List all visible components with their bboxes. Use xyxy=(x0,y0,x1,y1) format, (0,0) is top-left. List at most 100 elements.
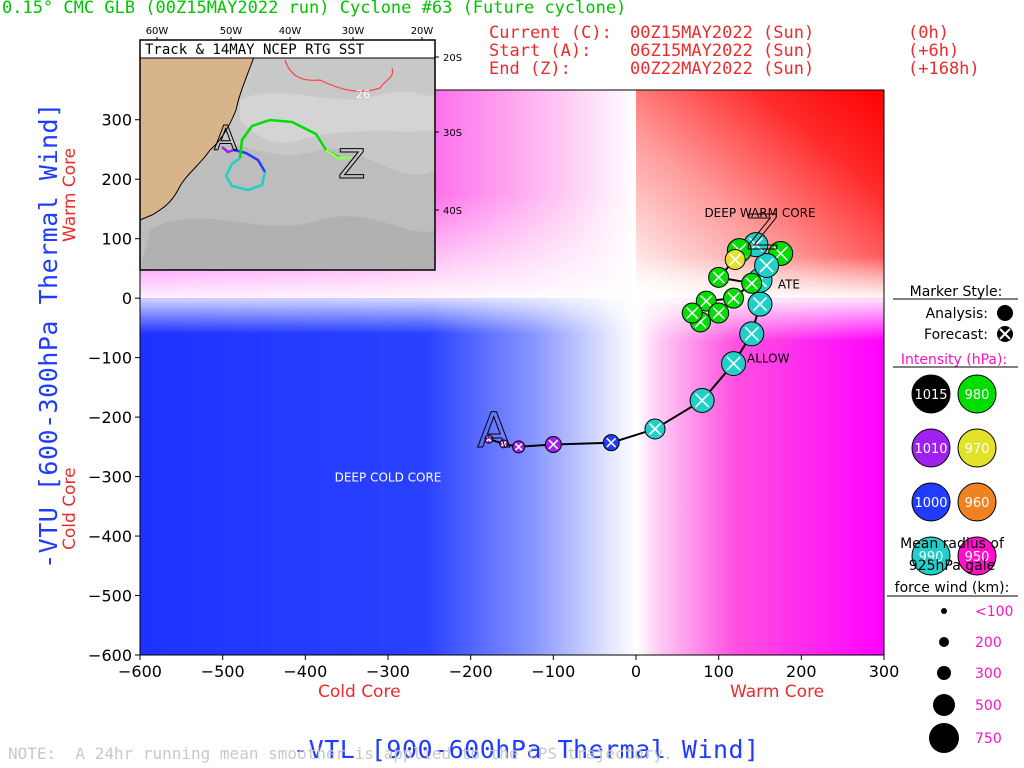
legend-intensity-swatch xyxy=(957,482,997,522)
legend-radius-dot xyxy=(937,666,951,680)
track-point xyxy=(747,291,773,317)
start-label: Start (A): xyxy=(489,41,592,61)
inset-lat-label: 20S xyxy=(443,53,462,64)
track-point xyxy=(681,302,703,324)
inset-track-segment xyxy=(221,146,235,154)
legend-radius-dot xyxy=(941,608,947,614)
legend-radius-title-1: Mean radius of xyxy=(900,536,1005,552)
legend: Marker Style: Analysis: Forecast: Intensity… xyxy=(887,284,1018,753)
footer-note: NOTE: A 24hr running mean smoother is ap… xyxy=(8,744,673,763)
inset-lon-label: 40W xyxy=(279,26,302,37)
legend-intensity-value: 960 xyxy=(965,496,990,511)
forecast-cross xyxy=(648,422,662,436)
forecast-cross xyxy=(694,393,710,408)
x-tick-label: 0 xyxy=(631,662,641,681)
legend-radius-value: 200 xyxy=(975,635,1002,651)
legend-radius-title-2: 925hPa gale xyxy=(909,558,995,574)
forecast-cross xyxy=(759,258,774,273)
legend-forecast-label: Forecast: xyxy=(924,327,988,343)
axes: −600 −500 −400 −300 −200 −100 0 100 200 300 300 200… xyxy=(88,111,899,681)
legend-intensity-value: 1015 xyxy=(914,388,947,403)
inset-title: Track & 14MAY NCEP RTG SST xyxy=(145,42,365,58)
legend-intensity-swatch xyxy=(957,374,997,414)
legend-intensity-swatch xyxy=(911,482,951,522)
quadrant-labels: DEEP WARM CORE DEEP COLD CORE ALLOW ATE xyxy=(335,206,816,485)
page-title: 0.15° CMC GLB (00Z15MAY2022 run) Cyclone… xyxy=(2,0,627,18)
inset-lon-label: 30W xyxy=(342,26,365,37)
legend-intensity-swatch xyxy=(957,428,997,468)
y-tick-label: −500 xyxy=(88,587,132,606)
track-point xyxy=(484,434,494,444)
y-tick-label: 100 xyxy=(101,230,132,249)
x-tick-label: 100 xyxy=(703,662,734,681)
inset-track-segment xyxy=(238,118,341,160)
legend-radius-value: <100 xyxy=(975,604,1013,620)
track: AZ xyxy=(477,204,794,460)
legend-radius-value: 500 xyxy=(975,698,1002,714)
inset-lon-label: 20W xyxy=(411,26,434,37)
track-point xyxy=(499,439,509,449)
y-side-label-cold: Cold Core xyxy=(60,467,80,550)
inset-lat-label: 30S xyxy=(443,128,462,139)
inset-track-segment xyxy=(325,148,352,160)
x-tick-label: −100 xyxy=(531,662,575,681)
forecast-cross xyxy=(745,277,758,290)
legend-radius-value: 300 xyxy=(975,666,1002,682)
x-tick-label: −300 xyxy=(366,662,410,681)
inset-lon-label: 60W xyxy=(146,26,169,37)
legend-radius-value: 750 xyxy=(975,731,1002,747)
x-tick-label: −400 xyxy=(283,662,327,681)
legend-intensity-swatch xyxy=(911,374,951,414)
track-point xyxy=(708,266,730,288)
inset-end-marker: Z xyxy=(338,142,365,188)
legend-intensity-value: 1000 xyxy=(914,496,947,511)
forecast-cross xyxy=(486,436,492,442)
x-tick-label: −200 xyxy=(449,662,493,681)
quadrant-label: DEEP WARM CORE xyxy=(704,206,815,220)
legend-intensity-value: 980 xyxy=(965,388,990,403)
y-tick-label: −200 xyxy=(88,408,132,427)
y-tick-label: −400 xyxy=(88,527,132,546)
inset-lat-label: 40S xyxy=(443,206,462,217)
legend-marker-title: Marker Style: xyxy=(910,284,1003,300)
y-tick-label: 0 xyxy=(122,289,132,308)
end-time: 00Z22MAY2022 (Sun) xyxy=(630,59,815,79)
quadrant-label: DEEP COLD CORE xyxy=(335,471,442,485)
y-axis-title-text: -VTU [600-300hPa Thermal Wind] xyxy=(34,102,63,569)
legend-intensity-swatch xyxy=(911,536,951,576)
inset-sst-shade xyxy=(240,91,435,143)
start-offset: (+6h) xyxy=(908,41,960,61)
inset-sst-contour xyxy=(284,59,394,92)
legend-intensity-value: 970 xyxy=(965,442,990,457)
track-point xyxy=(741,272,763,294)
legend-intensity-title: Intensity (hPa): xyxy=(901,352,1007,368)
end-marker: Z xyxy=(746,205,779,261)
x-tick-label: 300 xyxy=(869,662,900,681)
legend-radius-dot xyxy=(933,694,955,716)
legend-intensity-value: 950 xyxy=(965,550,990,565)
inset-map: 26 Track & 14MAY NCEP RTG SST 60W 50W 40W 30W… xyxy=(139,26,462,271)
y-tick-label: −300 xyxy=(88,468,132,487)
legend-forecast-cross xyxy=(999,328,1011,340)
forecast-cross xyxy=(686,306,699,320)
legend-intensity-value: 990 xyxy=(919,550,944,565)
legend-radius-title-3: force wind (km): xyxy=(895,580,1010,596)
shallow-warm-quadrant-fade xyxy=(636,298,884,655)
forecast-cross xyxy=(700,295,713,308)
current-label: Current (C): xyxy=(489,23,612,43)
cold-quadrant-fade xyxy=(140,298,636,655)
track-point xyxy=(724,249,746,270)
legend-radius-dot xyxy=(929,723,959,753)
forecast-cross xyxy=(729,253,742,266)
forecast-cross xyxy=(500,441,507,447)
inset-land xyxy=(139,39,261,221)
track-point xyxy=(512,440,526,454)
y-tick-label: −600 xyxy=(88,646,132,665)
track-point xyxy=(723,287,745,309)
inset-lon-label: 50W xyxy=(220,26,243,37)
legend-analysis-marker xyxy=(997,305,1013,321)
plot-frame xyxy=(139,89,885,656)
inset-sst-shade xyxy=(140,216,435,270)
forecast-cross xyxy=(548,439,559,450)
